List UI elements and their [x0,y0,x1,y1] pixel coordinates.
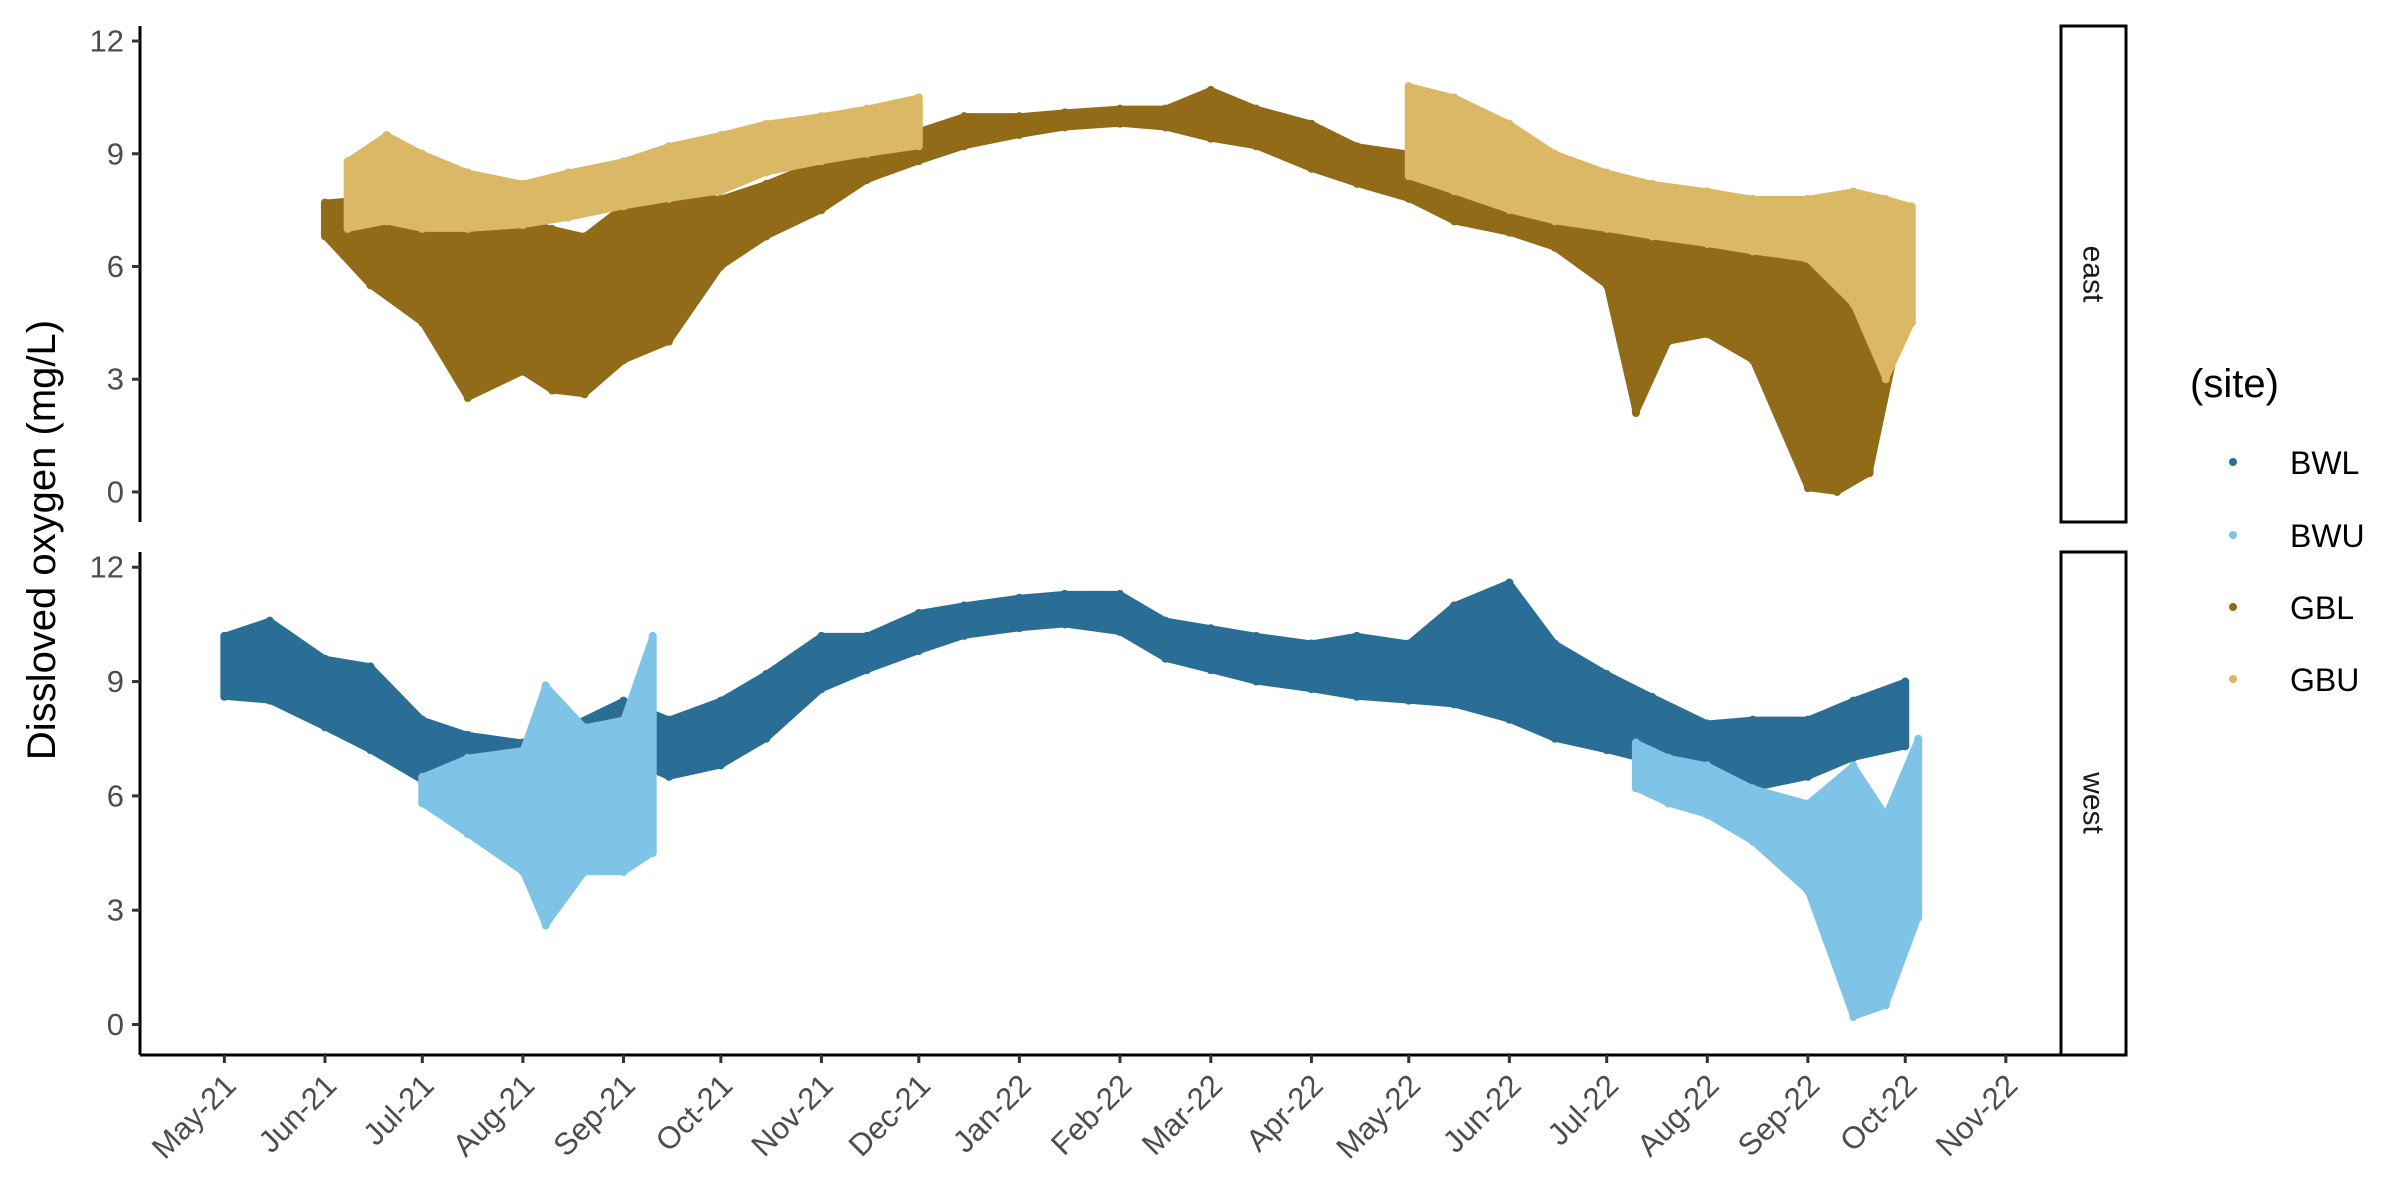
data-band-gbu-2021-09-15 [665,131,724,202]
data-band-gbu-2021-10-15 [763,113,825,176]
legend-item-bwu: BWU [2229,518,2365,554]
data-band-gbl-2022-01-01 [1016,109,1068,138]
data-band-bwu-2022-07-20 [1665,754,1711,818]
y-tick-label-east-3: 3 [107,362,124,397]
legend-key-bwl [2229,458,2237,466]
y-tick-label-east-12: 12 [90,24,124,59]
y-tick-label-east-9: 9 [107,136,124,171]
data-band-bwl-2022-04-15 [1353,632,1412,704]
series-gbu [343,82,1916,384]
data-band-gbl-2022-02-01 [1116,105,1169,131]
data-band-bwl-2022-04-01 [1308,632,1360,700]
facet-strip-east [2059,24,2128,524]
data-band-bwl-2022-02-15 [1162,617,1214,674]
data-band-gbu-2021-08-15 [565,158,627,221]
data-band-gbu-2022-05-01 [1405,83,1458,195]
facet-panel-east: 0 3 6 9 12 east [90,24,2128,524]
data-band-bwl-2022-08-15 [1749,716,1811,792]
data-band-gbl-2021-08-20 [581,203,627,398]
legend-item-bwl: BWL [2229,445,2359,481]
data-band-gbu-2021-11-01 [818,105,870,165]
facet-panel-west: 0 3 6 9 12 west [90,550,2128,1057]
data-band-gbu-2021-08-01 [519,169,572,229]
y-tick-label-east-0: 0 [107,474,124,509]
y-tick-label-west-9: 9 [107,664,124,699]
data-band-bwl-2022-01-01 [1016,590,1068,632]
y-tick-label-west-12: 12 [90,550,124,585]
legend-label-gbl: GBL [2290,590,2354,626]
legend: (site) BWL BWU GBL GBU [2190,362,2365,698]
legend-key-gbl [2229,603,2237,611]
data-band-bwl-2021-05-01 [221,617,273,704]
legend-item-gbl: GBL [2229,590,2354,626]
data-band-gbu-2021-07-15 [464,169,526,232]
legend-key-gbu [2229,675,2237,683]
legend-label-gbu: GBU [2290,662,2359,698]
data-band-gbu-2022-08-01 [1704,188,1756,255]
data-band-bwu-2021-08-20 [581,716,627,876]
y-tick-label-east-6: 6 [107,249,124,284]
legend-item-gbu: GBU [2229,662,2359,698]
y-axis-ticks-west: 0 3 6 9 12 [90,550,140,1042]
y-axis-title: Dissloved oxygen (mg/L) [20,320,64,760]
y-tick-label-west-0: 0 [107,1007,124,1042]
data-band-gbl-2021-07-15 [464,218,526,401]
y-tick-label-west-3: 3 [107,893,124,928]
data-band-gbu-2022-08-15 [1749,195,1811,262]
data-band-bwu-2022-09-15 [1850,762,1889,1020]
data-band-bwl-2021-12-15 [961,594,1023,639]
data-band-gbl-2022-01-15 [1061,105,1123,131]
data-band-gbl-2022-09-01 [1804,263,1841,495]
data-band-bwl-2022-03-01 [1207,625,1260,685]
facet-strip-label-west: west [2077,771,2110,834]
legend-label-bwu: BWU [2290,518,2365,554]
data-band-bwl-2022-01-15 [1061,590,1123,636]
facet-strip-label-east: east [2077,246,2110,303]
series-bwu [418,631,1923,1021]
data-band-bwl-2022-05-15 [1451,579,1513,723]
facet-strip-west [2059,550,2128,1057]
data-band-gbu-2021-11-15 [863,94,922,157]
data-band-gbl-2021-09-01 [620,192,672,364]
legend-key-bwu [2229,531,2237,539]
east-data-series [320,82,1916,496]
west-data-series [220,578,1923,1021]
data-band-gbu-2022-07-01 [1603,169,1656,240]
legend-title: (site) [2190,362,2279,406]
data-band-gbl-2021-08-10 [549,225,588,398]
data-band-gbu-2021-06-20 [383,131,426,232]
data-band-gbu-2022-07-15 [1649,180,1711,247]
y-tick-label-west-6: 6 [107,778,124,813]
legend-label-bwl: BWL [2290,445,2359,481]
data-band-bwl-2022-03-15 [1253,632,1315,693]
data-band-gbl-2021-08-01 [519,218,556,394]
y-axis-ticks-east: 0 3 6 9 12 [90,24,140,509]
